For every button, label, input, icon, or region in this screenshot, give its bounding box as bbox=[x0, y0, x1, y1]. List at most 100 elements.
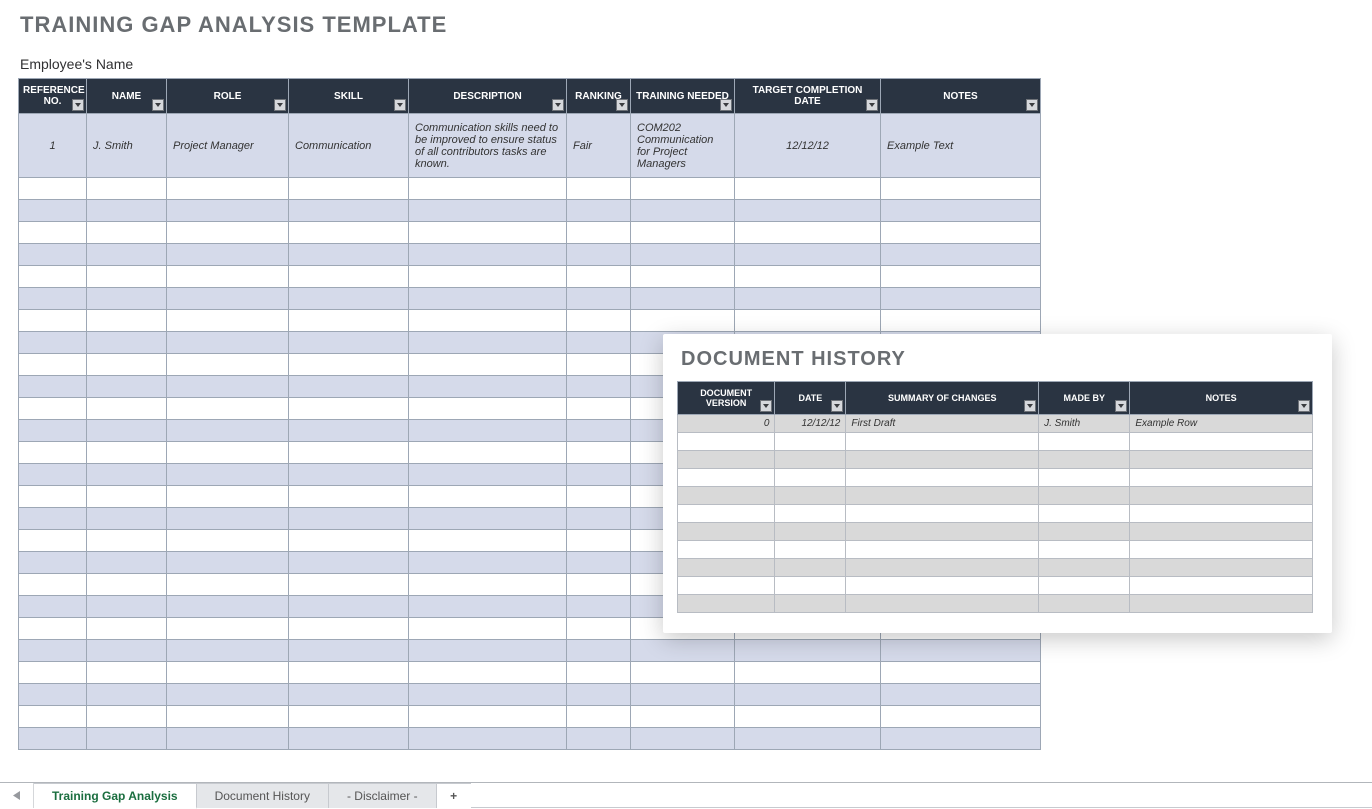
table-cell[interactable] bbox=[735, 640, 881, 662]
table-cell[interactable] bbox=[1130, 505, 1313, 523]
table-cell[interactable] bbox=[567, 508, 631, 530]
table-cell[interactable] bbox=[567, 728, 631, 750]
table-cell[interactable]: Example Text bbox=[881, 114, 1041, 178]
table-cell[interactable] bbox=[167, 464, 289, 486]
table-cell[interactable]: J. Smith bbox=[87, 114, 167, 178]
table-cell[interactable] bbox=[167, 508, 289, 530]
table-cell[interactable] bbox=[631, 266, 735, 288]
table-cell[interactable] bbox=[631, 200, 735, 222]
table-cell[interactable] bbox=[87, 398, 167, 420]
table-cell[interactable] bbox=[167, 596, 289, 618]
table-cell[interactable] bbox=[409, 574, 567, 596]
table-cell[interactable] bbox=[289, 464, 409, 486]
table-cell[interactable] bbox=[87, 684, 167, 706]
table-cell[interactable] bbox=[409, 530, 567, 552]
table-cell[interactable] bbox=[846, 559, 1039, 577]
table-cell[interactable] bbox=[409, 486, 567, 508]
table-cell[interactable] bbox=[87, 640, 167, 662]
table-cell[interactable] bbox=[19, 354, 87, 376]
table-cell[interactable] bbox=[1130, 469, 1313, 487]
filter-dropdown-icon[interactable] bbox=[616, 99, 628, 111]
table-cell[interactable] bbox=[289, 618, 409, 640]
table-cell[interactable] bbox=[567, 596, 631, 618]
table-cell[interactable] bbox=[409, 222, 567, 244]
table-cell[interactable] bbox=[567, 618, 631, 640]
table-cell[interactable] bbox=[1039, 505, 1130, 523]
table-cell[interactable] bbox=[289, 178, 409, 200]
table-cell[interactable] bbox=[567, 662, 631, 684]
table-cell[interactable] bbox=[567, 530, 631, 552]
table-cell[interactable] bbox=[289, 640, 409, 662]
table-cell[interactable] bbox=[167, 640, 289, 662]
table-cell[interactable] bbox=[567, 398, 631, 420]
filter-dropdown-icon[interactable] bbox=[1026, 99, 1038, 111]
table-cell[interactable] bbox=[735, 222, 881, 244]
table-cell[interactable] bbox=[735, 266, 881, 288]
table-cell[interactable] bbox=[409, 464, 567, 486]
filter-dropdown-icon[interactable] bbox=[866, 99, 878, 111]
table-cell[interactable] bbox=[167, 486, 289, 508]
table-cell[interactable] bbox=[19, 332, 87, 354]
table-cell[interactable] bbox=[87, 486, 167, 508]
table-cell[interactable] bbox=[631, 288, 735, 310]
table-cell[interactable] bbox=[846, 505, 1039, 523]
table-cell[interactable] bbox=[567, 288, 631, 310]
table-cell[interactable] bbox=[19, 398, 87, 420]
filter-dropdown-icon[interactable] bbox=[1024, 400, 1036, 412]
table-cell[interactable] bbox=[1130, 523, 1313, 541]
table-cell[interactable] bbox=[881, 288, 1041, 310]
table-cell[interactable]: 12/12/12 bbox=[775, 415, 846, 433]
table-cell[interactable] bbox=[846, 595, 1039, 613]
table-cell[interactable] bbox=[87, 332, 167, 354]
table-cell[interactable] bbox=[1039, 451, 1130, 469]
table-cell[interactable] bbox=[631, 310, 735, 332]
table-cell[interactable] bbox=[409, 508, 567, 530]
table-cell[interactable]: Project Manager bbox=[167, 114, 289, 178]
table-cell[interactable] bbox=[289, 222, 409, 244]
table-cell[interactable] bbox=[409, 728, 567, 750]
filter-dropdown-icon[interactable] bbox=[394, 99, 406, 111]
filter-dropdown-icon[interactable] bbox=[1115, 400, 1127, 412]
table-cell[interactable] bbox=[775, 505, 846, 523]
table-cell[interactable] bbox=[881, 244, 1041, 266]
table-cell[interactable] bbox=[289, 508, 409, 530]
table-cell[interactable] bbox=[631, 244, 735, 266]
table-cell[interactable] bbox=[19, 486, 87, 508]
table-cell[interactable] bbox=[409, 420, 567, 442]
table-cell[interactable] bbox=[19, 442, 87, 464]
table-cell[interactable] bbox=[87, 310, 167, 332]
filter-dropdown-icon[interactable] bbox=[760, 400, 772, 412]
table-cell[interactable] bbox=[631, 706, 735, 728]
table-cell[interactable] bbox=[289, 332, 409, 354]
table-cell[interactable]: Example Row bbox=[1130, 415, 1313, 433]
table-cell[interactable] bbox=[87, 354, 167, 376]
table-cell[interactable] bbox=[19, 310, 87, 332]
table-cell[interactable] bbox=[289, 552, 409, 574]
table-cell[interactable] bbox=[19, 420, 87, 442]
table-cell[interactable] bbox=[567, 222, 631, 244]
table-cell[interactable] bbox=[409, 266, 567, 288]
table-cell[interactable] bbox=[167, 376, 289, 398]
table-cell[interactable]: First Draft bbox=[846, 415, 1039, 433]
table-cell[interactable] bbox=[735, 200, 881, 222]
table-cell[interactable] bbox=[567, 332, 631, 354]
table-cell[interactable] bbox=[775, 577, 846, 595]
column-header[interactable]: NOTES bbox=[881, 79, 1041, 114]
table-cell[interactable] bbox=[1039, 559, 1130, 577]
table-cell[interactable] bbox=[289, 420, 409, 442]
table-cell[interactable] bbox=[678, 451, 775, 469]
table-cell[interactable] bbox=[735, 244, 881, 266]
table-cell[interactable] bbox=[167, 728, 289, 750]
table-cell[interactable] bbox=[87, 552, 167, 574]
table-cell[interactable] bbox=[167, 684, 289, 706]
table-cell[interactable] bbox=[846, 577, 1039, 595]
table-cell[interactable] bbox=[409, 662, 567, 684]
table-cell[interactable] bbox=[289, 354, 409, 376]
table-cell[interactable] bbox=[19, 640, 87, 662]
table-cell[interactable] bbox=[409, 354, 567, 376]
column-header[interactable]: SUMMARY OF CHANGES bbox=[846, 382, 1039, 415]
table-cell[interactable] bbox=[289, 574, 409, 596]
sheet-tab[interactable]: Training Gap Analysis bbox=[34, 783, 197, 809]
table-cell[interactable] bbox=[167, 552, 289, 574]
table-cell[interactable] bbox=[1130, 487, 1313, 505]
